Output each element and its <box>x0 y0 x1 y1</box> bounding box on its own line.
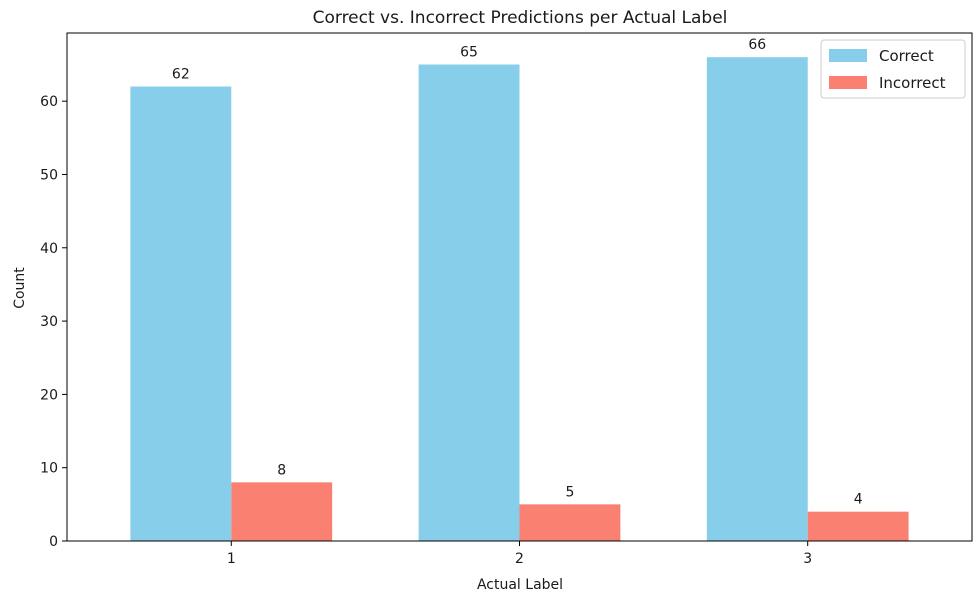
chart-title: Correct vs. Incorrect Predictions per Ac… <box>313 8 728 28</box>
bar-incorrect-2 <box>519 504 621 541</box>
bar-correct-1 <box>130 86 232 541</box>
data-label-correct-3: 66 <box>748 37 766 53</box>
y-axis-label: Count <box>12 267 28 309</box>
data-label-incorrect-1: 8 <box>277 462 286 478</box>
data-label-correct-1: 62 <box>172 67 190 83</box>
legend: Correct Incorrect <box>820 39 966 99</box>
y-tick-label-30: 30 <box>40 314 58 330</box>
x-tick-label-1: 1 <box>227 551 236 567</box>
x-tick-label-2: 2 <box>515 551 524 567</box>
legend-label-incorrect: Incorrect <box>879 74 946 92</box>
bar-correct-3 <box>706 57 808 541</box>
y-tick-label-20: 20 <box>40 387 58 403</box>
y-tick-label-0: 0 <box>49 534 58 550</box>
bar-correct-2 <box>418 64 520 541</box>
y-tick-label-50: 50 <box>40 167 58 183</box>
bar-incorrect-3 <box>807 511 909 541</box>
legend-swatch-incorrect <box>829 76 867 89</box>
y-tick-label-60: 60 <box>40 94 58 110</box>
data-label-incorrect-2: 5 <box>565 484 574 500</box>
y-tick-label-10: 10 <box>40 461 58 477</box>
x-axis-label: Actual Label <box>477 577 563 593</box>
data-label-correct-2: 65 <box>460 45 478 61</box>
data-label-incorrect-3: 4 <box>854 492 863 508</box>
legend-label-correct: Correct <box>879 47 934 65</box>
x-tick-label-3: 3 <box>803 551 812 567</box>
bar-incorrect-1 <box>231 482 333 541</box>
legend-swatch-correct <box>829 49 867 62</box>
y-tick-label-40: 40 <box>40 241 58 257</box>
